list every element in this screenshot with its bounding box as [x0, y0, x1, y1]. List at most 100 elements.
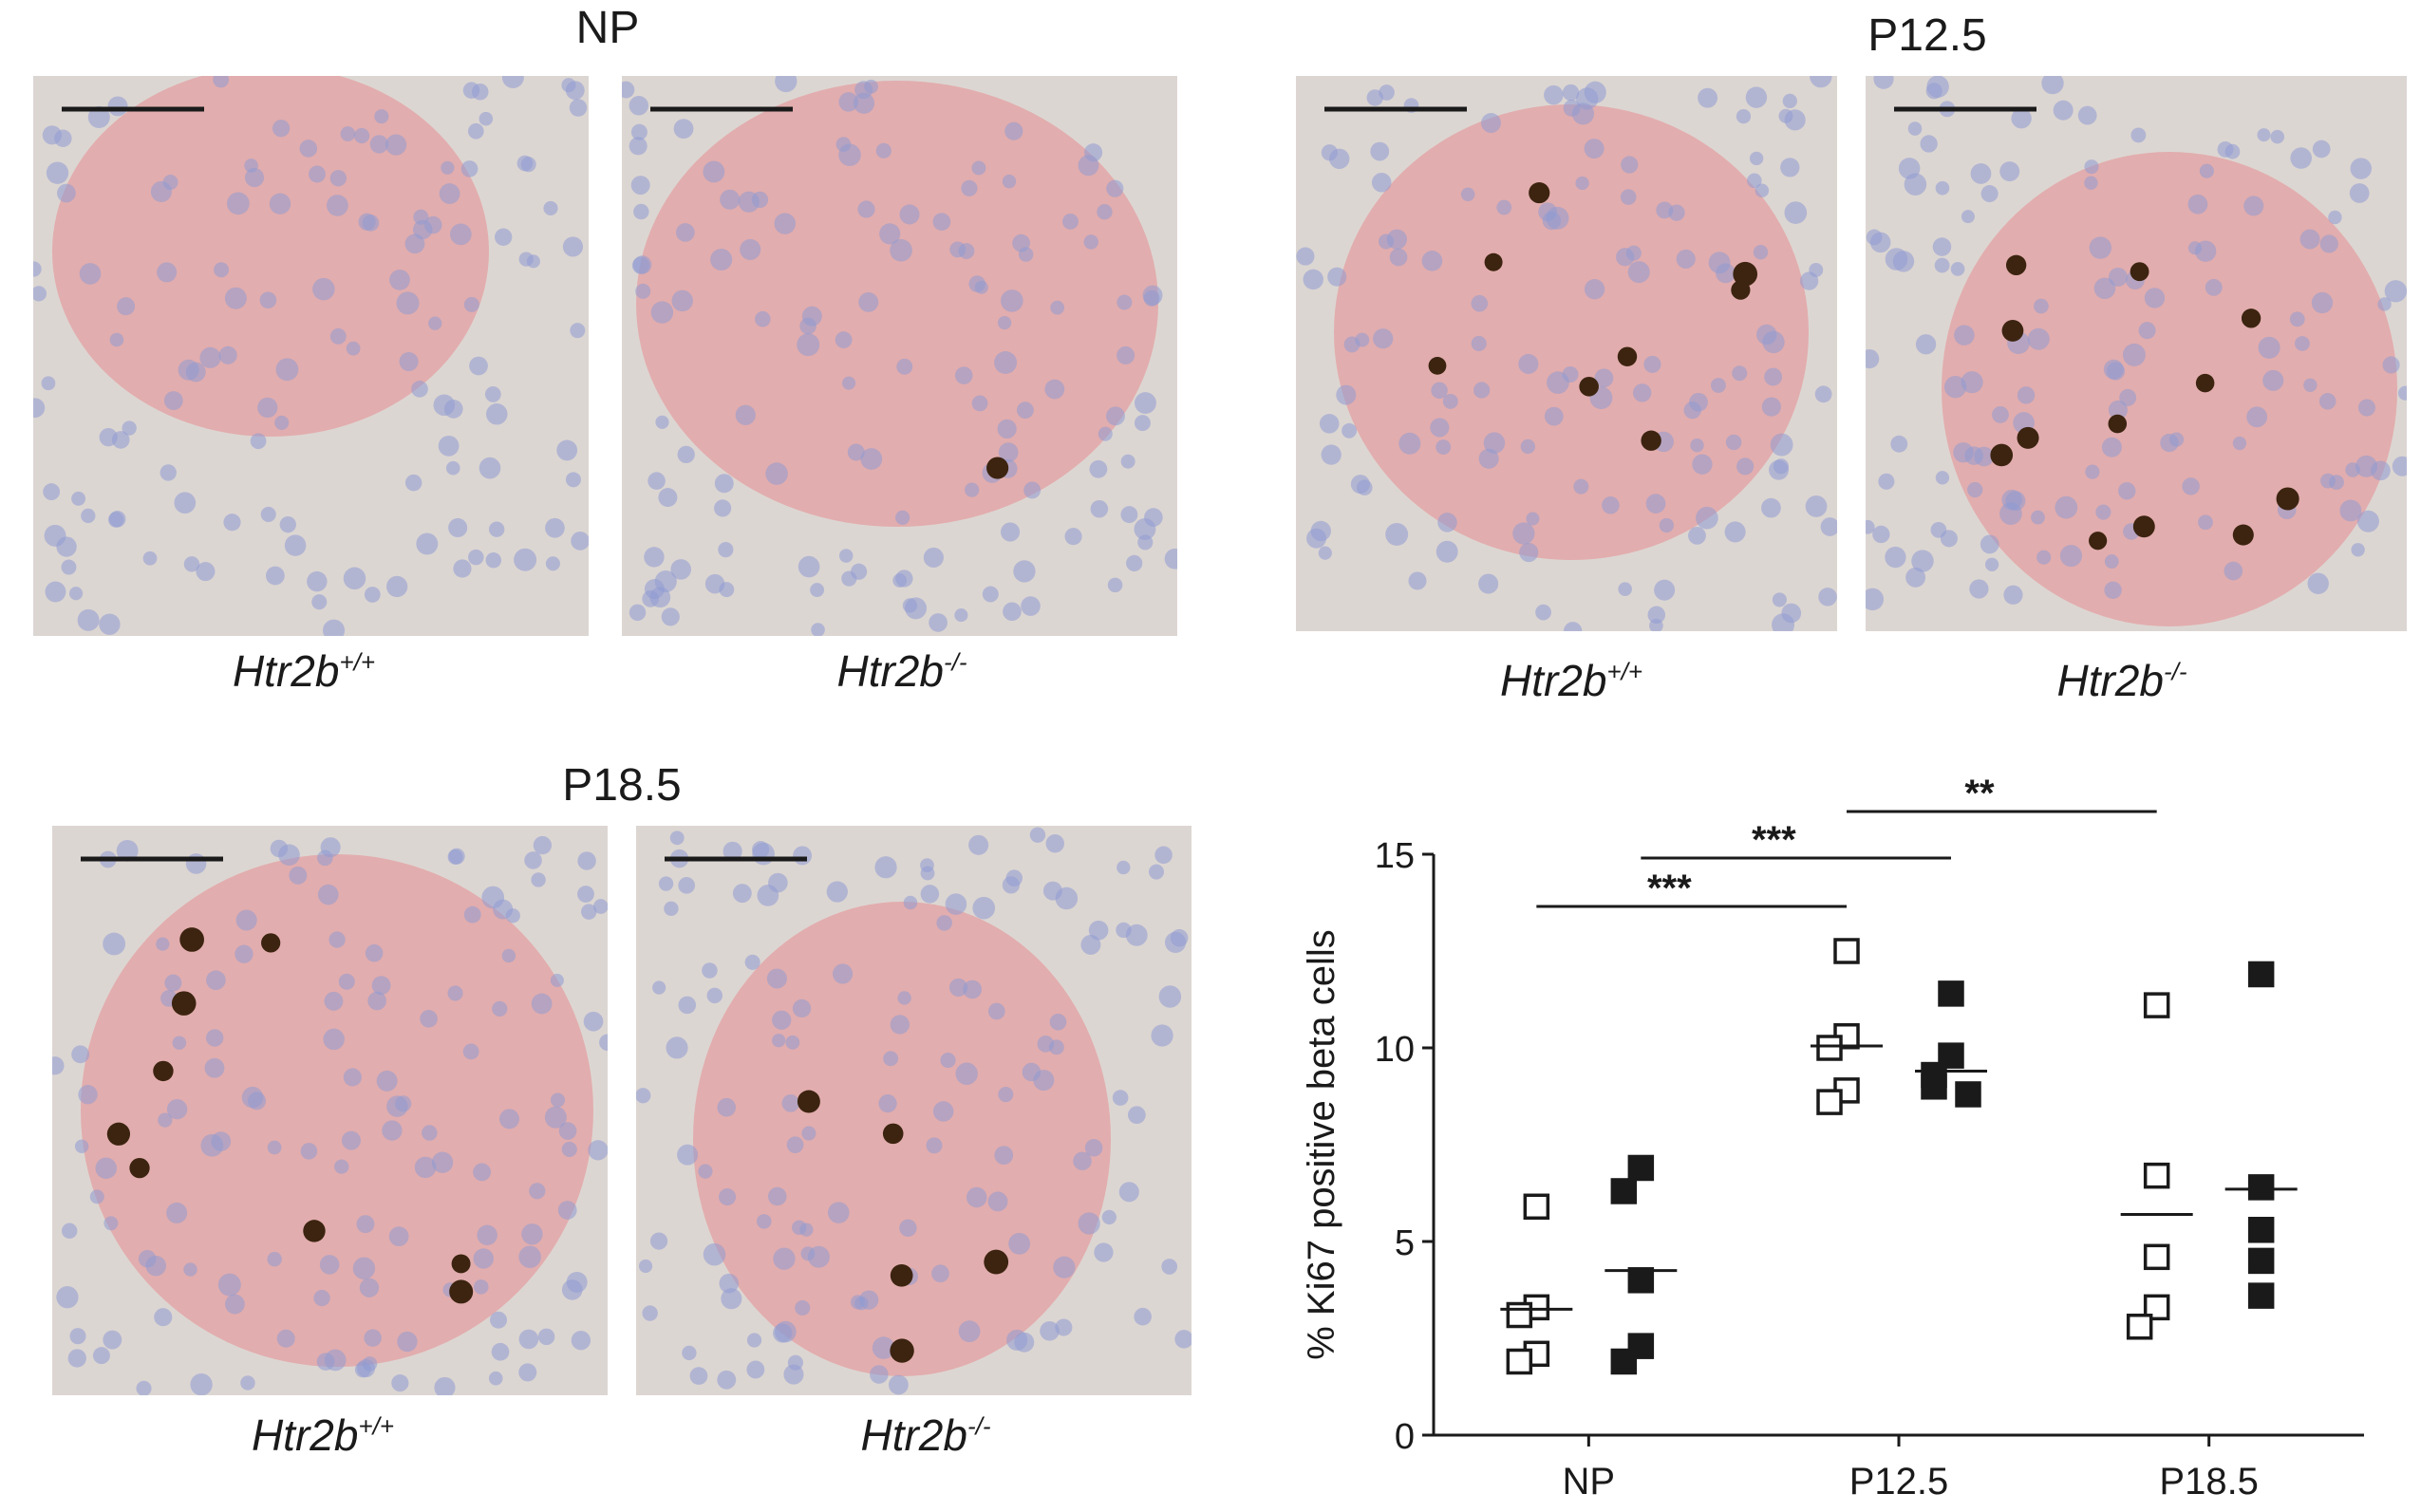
blue-nucleus [1761, 397, 1781, 417]
blue-nucleus [477, 1224, 497, 1245]
blue-nucleus [41, 376, 56, 391]
blue-nucleus [2382, 356, 2400, 374]
blue-nucleus [757, 1214, 772, 1229]
blue-nucleus [533, 835, 553, 855]
blue-nucleus [353, 127, 370, 144]
blue-nucleus [413, 209, 429, 225]
data-point-filled [1610, 1178, 1638, 1204]
blue-nucleus [103, 932, 126, 956]
blue-nucleus [673, 119, 694, 140]
blue-nucleus [2339, 499, 2362, 522]
blue-nucleus [744, 954, 760, 970]
blue-nucleus [703, 1242, 726, 1266]
panel-title-np: NP [575, 3, 640, 53]
blue-nucleus [1496, 199, 1512, 215]
blue-nucleus [2122, 343, 2146, 366]
data-point-open [1816, 1035, 1843, 1061]
blue-nucleus [2031, 510, 2045, 525]
blue-nucleus [518, 252, 534, 267]
blue-nucleus [1117, 345, 1135, 364]
blue-nucleus [1126, 554, 1143, 572]
blue-nucleus [2053, 100, 2074, 121]
data-point-filled [1627, 1154, 1655, 1182]
blue-nucleus [997, 419, 1017, 439]
blue-nucleus [1089, 459, 1108, 478]
blue-nucleus [183, 556, 200, 572]
blue-nucleus [1749, 151, 1764, 166]
data-point-filled [2247, 1174, 2275, 1201]
blue-nucleus [166, 1202, 188, 1223]
blue-nucleus [46, 161, 69, 184]
blue-nucleus [317, 884, 339, 905]
blue-nucleus [518, 1363, 537, 1382]
blue-nucleus [622, 81, 635, 99]
blue-nucleus [1319, 414, 1340, 434]
blue-nucleus [2041, 76, 2064, 95]
blue-nucleus [1164, 931, 1187, 954]
blue-nucleus [1120, 454, 1135, 469]
panel-title-p185: P18.5 [562, 760, 682, 811]
blue-nucleus [69, 1328, 86, 1345]
blue-nucleus [1430, 418, 1450, 438]
blue-nucleus [428, 316, 442, 330]
blue-nucleus [1885, 546, 1906, 569]
blue-nucleus [244, 167, 265, 188]
blue-nucleus [206, 1029, 224, 1047]
blue-nucleus [235, 944, 253, 963]
micrograph-p125-wildtype [1296, 76, 1837, 631]
blue-nucleus [204, 1057, 225, 1078]
ki67-positive-nucleus [153, 1060, 174, 1082]
blue-nucleus [1869, 232, 1891, 253]
blue-nucleus [2198, 514, 2213, 531]
blue-nucleus [77, 608, 100, 631]
blue-nucleus [1161, 1259, 1178, 1275]
blue-nucleus [438, 435, 460, 457]
blue-nucleus [719, 582, 735, 598]
blue-nucleus [1632, 383, 1652, 402]
blue-nucleus [1535, 604, 1551, 621]
blue-nucleus [1542, 211, 1562, 231]
ki67-positive-nucleus [1990, 443, 2014, 467]
blue-nucleus [1594, 368, 1614, 388]
blue-nucleus [463, 905, 481, 924]
blue-nucleus [647, 472, 666, 490]
blue-nucleus [810, 583, 825, 598]
blue-nucleus [1761, 497, 1781, 518]
blue-nucleus [52, 1056, 65, 1075]
blue-nucleus [1471, 335, 1487, 352]
blue-nucleus [158, 1112, 173, 1128]
blue-nucleus [629, 604, 647, 622]
blue-nucleus [811, 623, 825, 636]
micrograph-np-wildtype [33, 76, 589, 636]
blue-nucleus [107, 96, 128, 117]
blue-nucleus [164, 974, 182, 992]
ki67-positive-nucleus [2195, 373, 2215, 393]
blue-nucleus [1174, 1330, 1192, 1349]
blue-nucleus [2187, 194, 2208, 215]
blue-nucleus [949, 241, 967, 258]
data-point-open [1506, 1348, 1533, 1375]
blue-nucleus [2108, 400, 2128, 420]
blue-nucleus [2119, 388, 2137, 406]
blue-nucleus [488, 1371, 503, 1386]
data-point-filled [1610, 1348, 1638, 1375]
blue-nucleus [516, 155, 534, 172]
blue-nucleus [1134, 415, 1151, 432]
blue-nucleus [1106, 406, 1125, 426]
blue-nucleus [92, 1347, 110, 1365]
blue-nucleus [2311, 291, 2334, 314]
blue-nucleus [1772, 592, 1787, 607]
blue-nucleus [2355, 455, 2377, 477]
blue-nucleus [1898, 158, 1921, 179]
blue-nucleus [2384, 280, 2407, 303]
blue-nucleus [518, 1329, 539, 1350]
blue-nucleus [1602, 495, 1620, 514]
blue-nucleus [974, 280, 988, 294]
blue-nucleus [312, 277, 335, 301]
blue-nucleus [2258, 336, 2280, 359]
blue-nucleus [78, 1085, 98, 1105]
blue-nucleus [2101, 437, 2122, 457]
blue-nucleus [860, 448, 883, 470]
blue-nucleus [352, 1257, 376, 1279]
blue-nucleus [569, 99, 588, 117]
